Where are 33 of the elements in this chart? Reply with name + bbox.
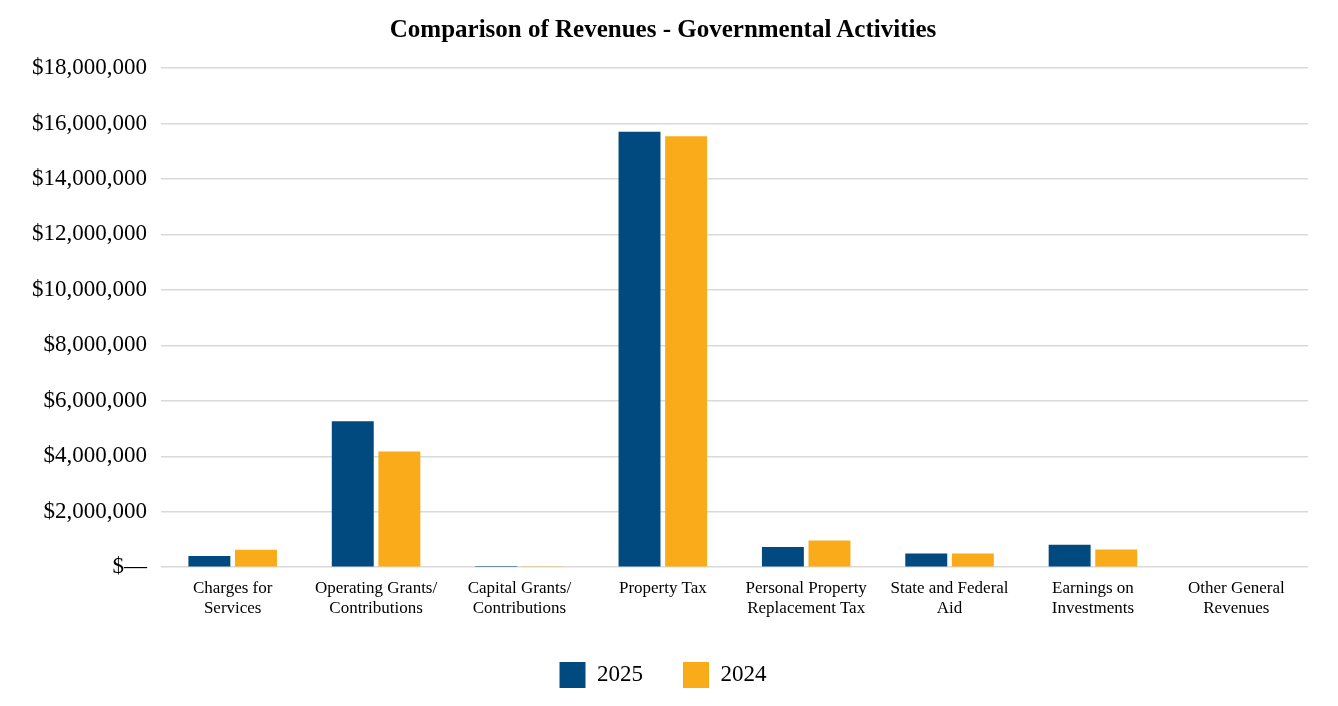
y-tick-label: $6,000,000 bbox=[43, 386, 147, 412]
y-tick-label: $10,000,000 bbox=[32, 275, 147, 301]
bar bbox=[188, 556, 231, 567]
bar bbox=[905, 553, 948, 567]
legend-label: 2025 bbox=[597, 661, 643, 687]
y-tick-label: $14,000,000 bbox=[32, 164, 147, 190]
bar bbox=[235, 549, 277, 567]
y-tick-label: $4,000,000 bbox=[43, 442, 147, 468]
bar bbox=[1095, 549, 1138, 567]
bar bbox=[1048, 544, 1091, 567]
bar bbox=[618, 131, 661, 567]
y-tick-label: $12,000,000 bbox=[32, 220, 147, 246]
bar bbox=[951, 553, 994, 567]
bar bbox=[665, 136, 708, 567]
x-tick-label: Earnings on Investments bbox=[1051, 577, 1135, 618]
x-tick-label: Property Tax bbox=[618, 577, 708, 597]
x-tick-label: Operating Grants/ Contributions bbox=[314, 577, 438, 618]
bar bbox=[331, 421, 374, 567]
legend-label: 2024 bbox=[720, 661, 767, 687]
y-tick-label: $18,000,000 bbox=[32, 54, 147, 80]
bar bbox=[378, 451, 421, 567]
y-tick-label: $8,000,000 bbox=[43, 331, 147, 357]
bar bbox=[761, 546, 804, 567]
y-tick-label: $2,000,000 bbox=[43, 497, 147, 523]
y-tick-label: $— bbox=[112, 553, 148, 579]
x-tick-label: Other General Revenues bbox=[1187, 577, 1285, 618]
bar bbox=[808, 540, 851, 567]
x-tick-label: Capital Grants/ Contributions bbox=[467, 577, 572, 618]
y-tick-label: $16,000,000 bbox=[32, 109, 147, 135]
x-tick-label: Charges for Services bbox=[192, 577, 273, 618]
x-tick-label: Personal Property Replacement Tax bbox=[745, 577, 868, 618]
chart-title: Comparison of Revenues - Governmental Activities bbox=[389, 15, 937, 43]
x-tick-label: State and Federal Aid bbox=[890, 577, 1009, 618]
